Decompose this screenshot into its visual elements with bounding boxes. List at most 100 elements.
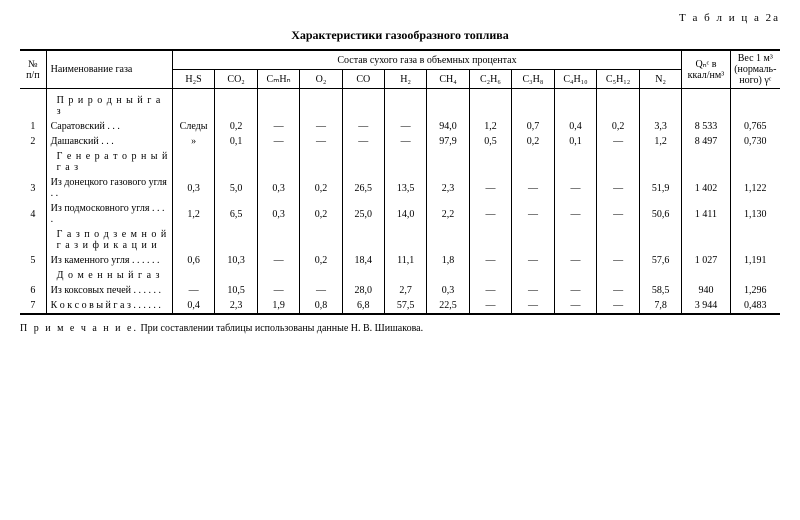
cell: — [597,298,640,314]
cell [172,227,215,253]
cell [300,227,342,253]
row-num: 5 [20,253,46,268]
section-header: Д о м е н н ы й г а з [46,268,172,283]
col-cmhn: CₘHₙ [257,70,300,89]
row-num [20,227,46,253]
cell-w: 1,130 [730,201,780,227]
cell: 0,2 [300,253,342,268]
table-label: Т а б л и ц а 2а [20,12,780,24]
cell: — [597,175,640,201]
row-num: 4 [20,201,46,227]
section-header: Г е н е р а т о р ­н ы й г а з [46,149,172,175]
cell [172,93,215,119]
cell [554,268,597,283]
col-h2: H₂ [384,70,426,89]
cell-q: 1 027 [682,253,730,268]
cell [597,227,640,253]
cell: — [512,283,554,298]
cell [215,268,257,283]
cell: 11,1 [384,253,426,268]
cell [639,93,681,119]
cell: 6,8 [342,298,384,314]
cell: — [300,283,342,298]
row-name: Из каменного уг­ля . . . . . . [46,253,172,268]
cell: 0,8 [300,298,342,314]
cell: — [384,119,426,134]
cell: 94,0 [427,119,469,134]
row-num [20,268,46,283]
cell [257,149,300,175]
cell [512,227,554,253]
col-header-name: Наименование газа [46,50,172,89]
cell: 13,5 [384,175,426,201]
footnote-lead: П р и м е ч а н и е. [20,323,138,334]
cell: — [554,175,597,201]
section-header: П р и р о д н ы й г а з [46,93,172,119]
cell [257,268,300,283]
cell: 0,4 [554,119,597,134]
cell [342,268,384,283]
cell-q: 3 944 [682,298,730,314]
cell: 0,2 [300,201,342,227]
cell: 5,0 [215,175,257,201]
cell: — [469,283,511,298]
cell: 50,6 [639,201,681,227]
col-c3h8: C₃H₈ [512,70,554,89]
cell [730,93,780,119]
cell: 3,3 [639,119,681,134]
row-name: К о к с о в ы й г а з . . . . . . [46,298,172,314]
cell [384,227,426,253]
cell [342,149,384,175]
col-ch4: CH₄ [427,70,469,89]
cell [427,227,469,253]
cell: » [172,134,215,149]
row-name: Из донецкого га­зового угля . . [46,175,172,201]
cell: — [512,253,554,268]
row-name: Из коксовых пе­чей . . . . . . [46,283,172,298]
cell [682,149,730,175]
row-num: 1 [20,119,46,134]
row-num: 2 [20,134,46,149]
cell: 1,9 [257,298,300,314]
cell [512,268,554,283]
cell [300,149,342,175]
cell: — [469,175,511,201]
row-num [20,149,46,175]
cell [384,149,426,175]
cell: — [554,253,597,268]
row-num: 6 [20,283,46,298]
cell [257,93,300,119]
cell: 1,8 [427,253,469,268]
cell [257,227,300,253]
col-n2: N₂ [639,70,681,89]
cell: — [172,283,215,298]
cell: 0,3 [172,175,215,201]
cell: 2,3 [215,298,257,314]
section-header: Г а з п о д з е м ­н о й г а з и ф и ­к … [46,227,172,253]
cell [172,149,215,175]
footnote: П р и м е ч а н и е. При составлении таб… [20,323,780,334]
table-title: Характеристики газообразного топлива [20,28,780,43]
col-h2s: H₂S [172,70,215,89]
cell: 0,2 [597,119,640,134]
cell: 7,8 [639,298,681,314]
cell [172,268,215,283]
cell: 0,4 [172,298,215,314]
cell: — [384,134,426,149]
cell: 10,5 [215,283,257,298]
row-name: Дашавский . . . [46,134,172,149]
cell: — [597,134,640,149]
cell: 57,6 [639,253,681,268]
cell: 97,9 [427,134,469,149]
cell [215,227,257,253]
row-num: 3 [20,175,46,201]
cell [730,268,780,283]
cell: — [257,253,300,268]
row-name: Из подмосковно­го угля . . . . [46,201,172,227]
col-header-weight: Вес 1 м³ (нор­маль­но­го) γᶜ [730,50,780,89]
cell [682,93,730,119]
cell: 0,2 [300,175,342,201]
cell [639,149,681,175]
col-o2: O₂ [300,70,342,89]
cell [682,268,730,283]
